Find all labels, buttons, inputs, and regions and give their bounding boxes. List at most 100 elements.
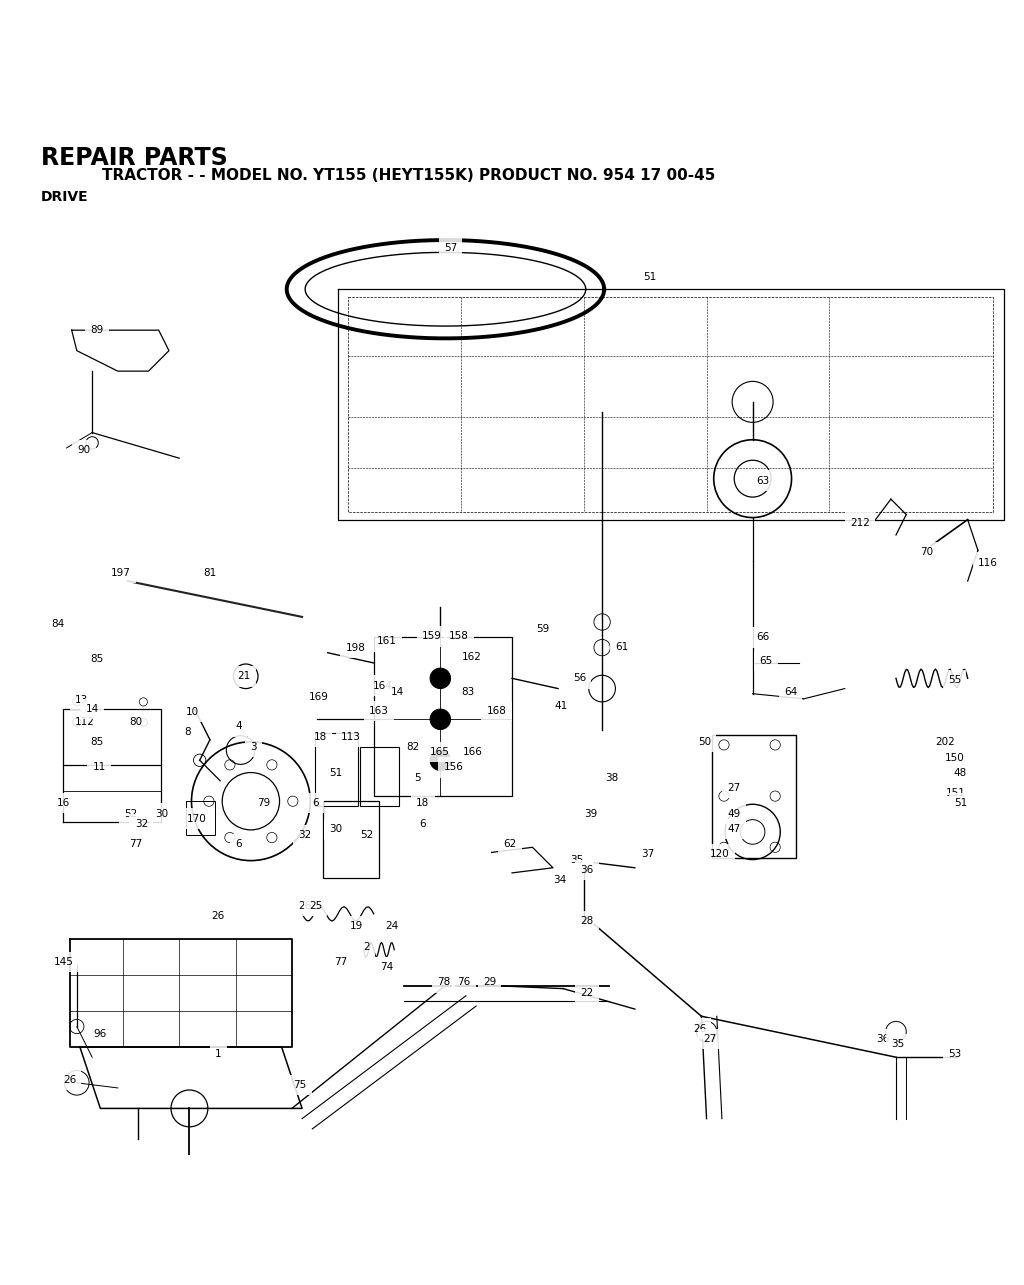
Text: 168: 168 xyxy=(486,707,507,716)
Text: 112: 112 xyxy=(75,717,95,727)
Text: 164: 164 xyxy=(373,681,393,690)
Text: 18: 18 xyxy=(417,798,429,808)
Text: 21: 21 xyxy=(238,671,250,681)
Circle shape xyxy=(430,668,451,689)
Text: 4: 4 xyxy=(236,721,242,731)
Text: 14: 14 xyxy=(391,686,403,696)
Text: 70: 70 xyxy=(921,547,933,558)
Text: 37: 37 xyxy=(642,849,654,860)
Text: 28: 28 xyxy=(581,916,593,926)
Text: 150: 150 xyxy=(944,753,965,763)
Text: REPAIR PARTS: REPAIR PARTS xyxy=(41,146,227,170)
Text: 83: 83 xyxy=(462,686,474,696)
Text: 38: 38 xyxy=(605,772,617,783)
Text: 65: 65 xyxy=(760,655,772,666)
Text: 36: 36 xyxy=(877,1034,889,1043)
Text: 158: 158 xyxy=(449,631,469,641)
Text: 62: 62 xyxy=(504,839,516,849)
Circle shape xyxy=(430,750,451,771)
Text: 163: 163 xyxy=(369,707,389,716)
Text: 27: 27 xyxy=(703,1034,716,1043)
Text: 57: 57 xyxy=(444,243,457,253)
Text: 6: 6 xyxy=(312,798,318,808)
Text: 51: 51 xyxy=(954,798,967,808)
Bar xyxy=(712,735,796,857)
Text: 50: 50 xyxy=(698,736,711,747)
Text: 82: 82 xyxy=(407,741,419,752)
Text: 24: 24 xyxy=(386,921,398,932)
Text: 80: 80 xyxy=(130,717,142,727)
Text: 8: 8 xyxy=(184,726,190,736)
Text: 35: 35 xyxy=(570,855,583,865)
Text: 6: 6 xyxy=(236,839,242,849)
Text: 64: 64 xyxy=(784,686,797,696)
Text: 51: 51 xyxy=(644,272,656,281)
Text: 75: 75 xyxy=(294,1079,306,1090)
Text: 47: 47 xyxy=(728,824,740,834)
Text: 84: 84 xyxy=(52,619,65,630)
Bar xyxy=(63,709,161,766)
Text: 202: 202 xyxy=(935,736,955,747)
Text: 169: 169 xyxy=(308,691,329,702)
Text: 78: 78 xyxy=(437,978,450,987)
Bar xyxy=(360,747,399,807)
Text: 34: 34 xyxy=(554,875,566,885)
Bar xyxy=(186,802,215,835)
Text: 90: 90 xyxy=(78,445,90,455)
Text: 35: 35 xyxy=(892,1038,904,1049)
Text: 49: 49 xyxy=(728,808,740,819)
Bar xyxy=(323,802,379,878)
Text: 61: 61 xyxy=(615,641,628,651)
Text: TRACTOR - - MODEL NO. YT155 (HEYT155K) PRODUCT NO. 954 17 00-45: TRACTOR - - MODEL NO. YT155 (HEYT155K) P… xyxy=(102,168,716,184)
Text: 14: 14 xyxy=(86,704,98,714)
Text: 59: 59 xyxy=(537,625,549,635)
Text: 25: 25 xyxy=(309,901,322,911)
Text: 30: 30 xyxy=(156,808,168,819)
Text: 197: 197 xyxy=(111,568,131,578)
Text: 198: 198 xyxy=(345,642,366,653)
Text: 212: 212 xyxy=(850,518,870,528)
Text: 36: 36 xyxy=(581,865,593,875)
Text: 79: 79 xyxy=(258,798,270,808)
Text: 26: 26 xyxy=(63,1074,76,1085)
Text: 55: 55 xyxy=(948,676,961,685)
Text: 16: 16 xyxy=(57,798,70,808)
Text: DRIVE: DRIVE xyxy=(41,190,89,204)
Text: 165: 165 xyxy=(429,747,450,757)
Text: 85: 85 xyxy=(91,654,103,664)
Text: 81: 81 xyxy=(204,568,216,578)
Text: 32: 32 xyxy=(299,830,311,840)
Text: 27: 27 xyxy=(728,783,740,793)
Text: 11: 11 xyxy=(93,762,105,772)
Text: 63: 63 xyxy=(757,475,769,486)
Text: 56: 56 xyxy=(573,673,586,684)
Text: 113: 113 xyxy=(341,731,361,741)
Bar xyxy=(374,637,512,797)
Text: 76: 76 xyxy=(458,978,470,987)
Text: 77: 77 xyxy=(335,957,347,968)
Text: 3: 3 xyxy=(251,741,257,752)
Text: 170: 170 xyxy=(186,813,207,824)
Text: 51: 51 xyxy=(330,767,342,777)
Text: 22: 22 xyxy=(581,988,593,997)
Text: 85: 85 xyxy=(91,736,103,747)
Text: 156: 156 xyxy=(443,762,464,772)
Text: 19: 19 xyxy=(350,921,362,932)
Text: 161: 161 xyxy=(377,636,397,646)
Bar xyxy=(315,732,358,807)
Text: 13: 13 xyxy=(76,695,88,705)
Text: 96: 96 xyxy=(94,1029,106,1038)
Text: 6: 6 xyxy=(420,819,426,829)
Text: 162: 162 xyxy=(462,651,482,662)
Text: 26: 26 xyxy=(212,911,224,921)
Text: 52: 52 xyxy=(125,808,137,819)
Text: 1: 1 xyxy=(215,1049,221,1059)
Text: 52: 52 xyxy=(360,830,373,840)
Text: 166: 166 xyxy=(463,747,483,757)
Text: 30: 30 xyxy=(330,824,342,834)
Text: 74: 74 xyxy=(381,962,393,973)
Text: 145: 145 xyxy=(53,957,74,968)
Text: 116: 116 xyxy=(978,558,998,568)
Text: 18: 18 xyxy=(314,731,327,741)
Circle shape xyxy=(430,709,451,730)
